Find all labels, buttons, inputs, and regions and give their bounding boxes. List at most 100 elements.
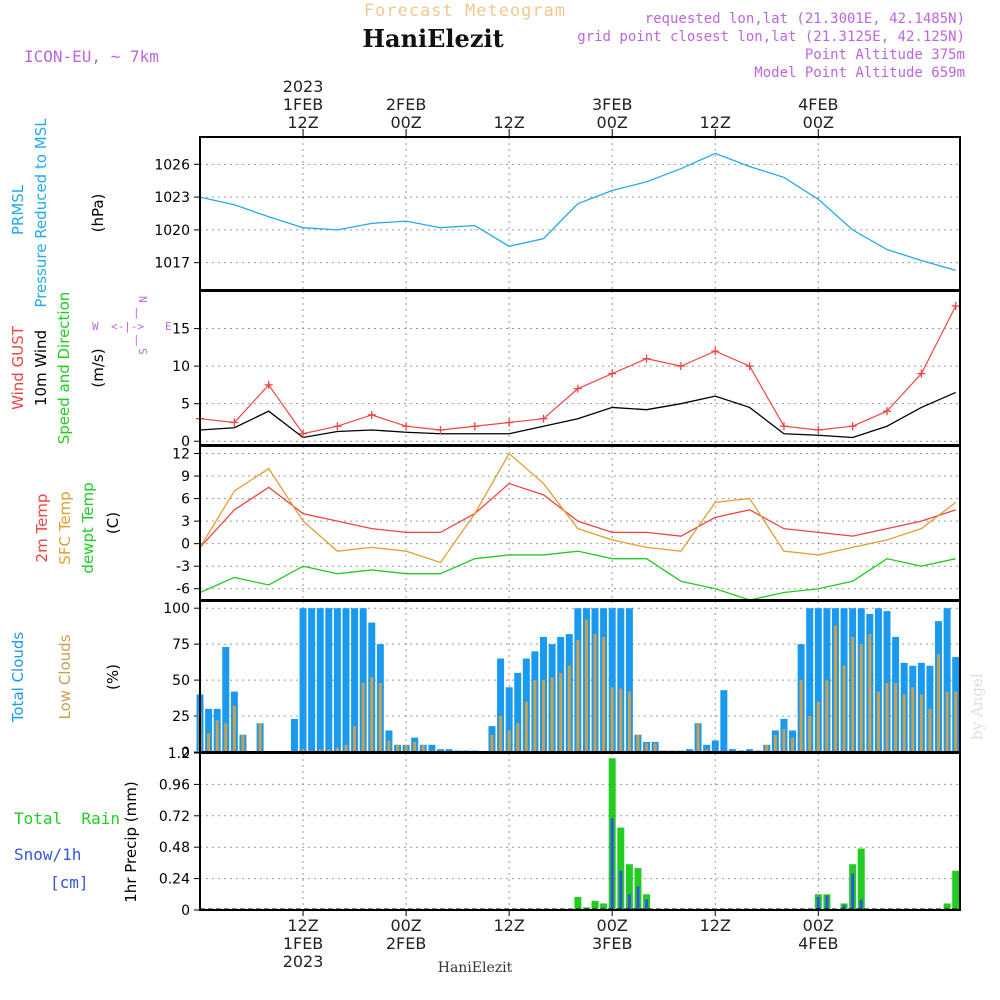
- gridpoint-coords: grid point closest lon,lat (21.3125E, 42…: [577, 29, 965, 45]
- low-cloud-bar: [705, 749, 709, 752]
- low-cloud-bar: [542, 680, 546, 752]
- temp-2m-line: [199, 482, 956, 548]
- total-cloud-bar: [428, 744, 436, 752]
- snow-bar: [851, 873, 855, 910]
- y-tick-label: 50: [172, 673, 190, 689]
- low-cloud-bar: [499, 716, 503, 752]
- total-cloud-bar: [685, 749, 693, 752]
- bottom-time-label: 12Z: [287, 916, 318, 935]
- panel-frame: [199, 445, 961, 601]
- gust-marker: [436, 425, 445, 434]
- panel-frame: [199, 752, 961, 911]
- total-cloud-bar: [308, 608, 316, 752]
- y-tick-label: 3: [181, 514, 190, 530]
- y-tick-label: 0: [181, 537, 190, 553]
- top-time-label: 12Z: [700, 113, 731, 132]
- rain-bar: [591, 900, 599, 910]
- pressure-line: [199, 152, 956, 271]
- snow-bar: [825, 895, 829, 910]
- bottom-time-label: 1FEB: [283, 934, 323, 953]
- rain-bar: [574, 896, 582, 910]
- low-cloud-bar: [833, 625, 837, 752]
- low-cloud-bar: [524, 701, 528, 752]
- model-label: ICON-EU, ~ 7km: [24, 47, 159, 66]
- y-tick-label: 25: [172, 709, 190, 725]
- bottom-time-label: 3FEB: [592, 934, 632, 953]
- wind-label-1: Wind GUST: [9, 325, 27, 410]
- snow-bar: [816, 896, 820, 910]
- low-cloud-bar: [421, 744, 425, 752]
- low-cloud-bar: [610, 687, 614, 752]
- top-time-label: 2023: [283, 77, 324, 96]
- low-cloud-bar: [645, 743, 649, 752]
- low-cloud-bar: [344, 744, 348, 752]
- y-tick-label: 10: [172, 359, 190, 375]
- low-cloud-bar: [327, 749, 331, 752]
- top-time-label: 12Z: [287, 113, 318, 132]
- total-cloud-bar: [874, 608, 882, 752]
- compass-south-bar: |: [133, 333, 140, 346]
- temp-sfc-line: [199, 452, 957, 564]
- low-cloud-bar: [232, 705, 236, 752]
- y-tick-label: 100: [163, 601, 190, 617]
- total-cloud-bar: [806, 608, 814, 752]
- total-cloud-bar: [325, 608, 333, 752]
- bottom-time-label: 2023: [283, 952, 324, 971]
- gust-marker: [470, 422, 479, 431]
- compass-west: W: [92, 320, 99, 333]
- gust-marker: [711, 347, 720, 356]
- low-cloud-bar: [301, 749, 305, 752]
- total-cloud-bar: [222, 647, 230, 752]
- compass-north: N: [136, 296, 149, 303]
- model-altitude: Model Point Altitude 659m: [754, 65, 965, 81]
- y-tick-label: 0.72: [159, 809, 190, 825]
- pressure-label-1: PRMSL: [9, 184, 27, 235]
- low-cloud-bar: [335, 747, 339, 752]
- low-cloud-bar: [593, 634, 597, 752]
- total-cloud-bar: [711, 740, 719, 752]
- bottom-time-label: 12Z: [493, 916, 524, 935]
- low-cloud-bar: [602, 636, 606, 752]
- gust-marker: [642, 354, 651, 363]
- compass-legend: N | W <-|-> E | S: [92, 296, 172, 355]
- low-cloud-bar: [919, 694, 923, 752]
- snow-bar: [842, 904, 846, 910]
- top-time-label: 00Z: [390, 113, 421, 132]
- gust-marker: [848, 422, 857, 431]
- rain-bar: [943, 903, 951, 910]
- total-cloud-bar: [342, 608, 350, 752]
- gust-marker: [539, 414, 548, 423]
- compass-east: E: [165, 320, 172, 333]
- low-cloud-bar: [627, 691, 631, 752]
- y-tick-label: 1017: [154, 256, 190, 272]
- compass-south: S: [136, 348, 149, 355]
- low-cloud-bar: [902, 694, 906, 752]
- low-cloud-bar: [945, 691, 949, 752]
- pressure-label-2: Pressure Reduced to MSL: [32, 118, 50, 308]
- total-cloud-bar: [316, 608, 324, 752]
- low-cloud-bar: [911, 687, 915, 752]
- rain-bar: [952, 870, 960, 910]
- low-cloud-bar: [516, 723, 520, 752]
- snow-bar: [645, 899, 649, 910]
- low-cloud-bar: [490, 734, 494, 752]
- snow-bar: [627, 894, 631, 910]
- top-time-label: 00Z: [597, 113, 628, 132]
- y-tick-label: 1023: [154, 190, 190, 206]
- low-cloud-bar: [559, 672, 563, 752]
- low-cloud-bar: [636, 734, 640, 752]
- bottom-time-label: 00Z: [597, 916, 628, 935]
- bottom-time-label: 00Z: [390, 916, 421, 935]
- total-cloud-bar: [351, 608, 359, 752]
- total-cloud-bar: [505, 687, 513, 752]
- low-cloud-bar: [361, 682, 365, 752]
- gust-marker: [883, 407, 892, 416]
- total-cloud-bar: [814, 608, 822, 752]
- top-time-label: 12Z: [493, 113, 524, 132]
- wind-label-3: Speed and Direction: [55, 292, 73, 445]
- low-cloud-bar: [851, 636, 855, 752]
- gust-marker: [299, 429, 308, 438]
- wind-speed-line: [199, 391, 956, 439]
- snow-bar: [636, 886, 640, 910]
